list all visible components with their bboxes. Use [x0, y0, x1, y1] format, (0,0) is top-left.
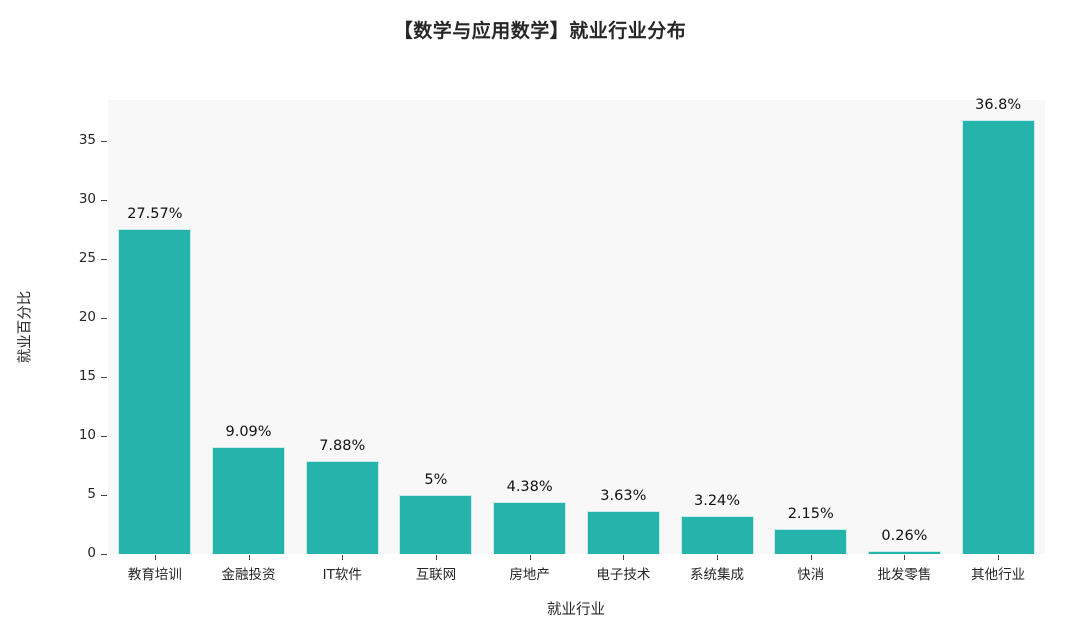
bar-互联网[interactable] [399, 495, 473, 554]
x-tick-mark [717, 555, 719, 560]
x-tick-label-教育培训: 教育培训 [127, 567, 182, 583]
bar-value-label: 5% [424, 472, 448, 488]
x-tick-mark [810, 555, 812, 560]
y-tick-label: 0 [87, 545, 96, 561]
x-tick-label-系统集成: 系统集成 [690, 567, 745, 583]
y-tick-label: 10 [78, 427, 96, 444]
bar-教育培训[interactable] [118, 229, 192, 554]
bar-value-label: 27.57% [127, 206, 183, 222]
bar-value-label: 3.24% [694, 493, 741, 509]
x-tick-mark [904, 555, 906, 560]
x-tick-mark [154, 555, 156, 560]
bar-金融投资[interactable] [212, 447, 286, 554]
y-tick-mark [101, 436, 107, 438]
bar-电子技术[interactable] [586, 511, 660, 554]
y-tick-label: 15 [78, 368, 96, 385]
x-tick-mark [435, 555, 437, 560]
y-tick-label: 35 [78, 132, 96, 149]
bar-系统集成[interactable] [680, 516, 754, 554]
bar-value-label: 0.26% [881, 528, 928, 544]
x-tick-label-IT软件: IT软件 [322, 567, 362, 583]
y-tick-mark [101, 495, 107, 497]
bar-value-label: 36.8% [975, 97, 1022, 113]
bar-其他行业[interactable] [961, 120, 1035, 554]
bar-value-label: 7.88% [319, 438, 366, 454]
bar-IT软件[interactable] [305, 461, 379, 554]
x-tick-label-快消: 快消 [797, 567, 825, 583]
x-tick-label-其他行业: 其他行业 [971, 567, 1026, 583]
bar-批发零售[interactable] [867, 551, 941, 554]
y-tick-label: 30 [78, 191, 96, 208]
plot-area [108, 100, 1045, 554]
bar-value-label: 9.09% [225, 424, 272, 440]
x-tick-mark [529, 555, 531, 560]
x-tick-label-批发零售: 批发零售 [877, 567, 932, 583]
bar-value-label: 4.38% [506, 479, 553, 495]
y-tick-mark [101, 554, 107, 555]
y-tick-mark [101, 141, 107, 143]
x-tick-mark [623, 555, 625, 560]
y-tick-label: 25 [78, 250, 96, 267]
bar-房地产[interactable] [493, 502, 567, 554]
y-tick-mark [101, 318, 107, 320]
x-tick-label-金融投资: 金融投资 [221, 567, 276, 583]
x-tick-label-电子技术: 电子技术 [596, 567, 651, 583]
bar-value-label: 2.15% [787, 506, 834, 522]
y-tick-mark [101, 377, 107, 379]
y-tick-label: 20 [78, 309, 96, 326]
x-tick-label-房地产: 房地产 [509, 567, 550, 583]
x-tick-mark [998, 555, 1000, 560]
bar-value-label: 3.63% [600, 488, 647, 504]
y-tick-mark [101, 200, 107, 202]
y-axis-title: 就业百分比 [17, 290, 34, 364]
x-tick-label-互联网: 互联网 [415, 567, 457, 583]
y-tick-label: 5 [87, 486, 96, 503]
x-tick-mark [342, 555, 344, 560]
y-tick-mark [101, 259, 107, 261]
bar-快消[interactable] [774, 529, 848, 554]
x-tick-mark [248, 555, 250, 560]
x-axis-title: 就业行业 [547, 602, 605, 618]
chart-title: 【数学与应用数学】就业行业分布 [393, 20, 687, 42]
